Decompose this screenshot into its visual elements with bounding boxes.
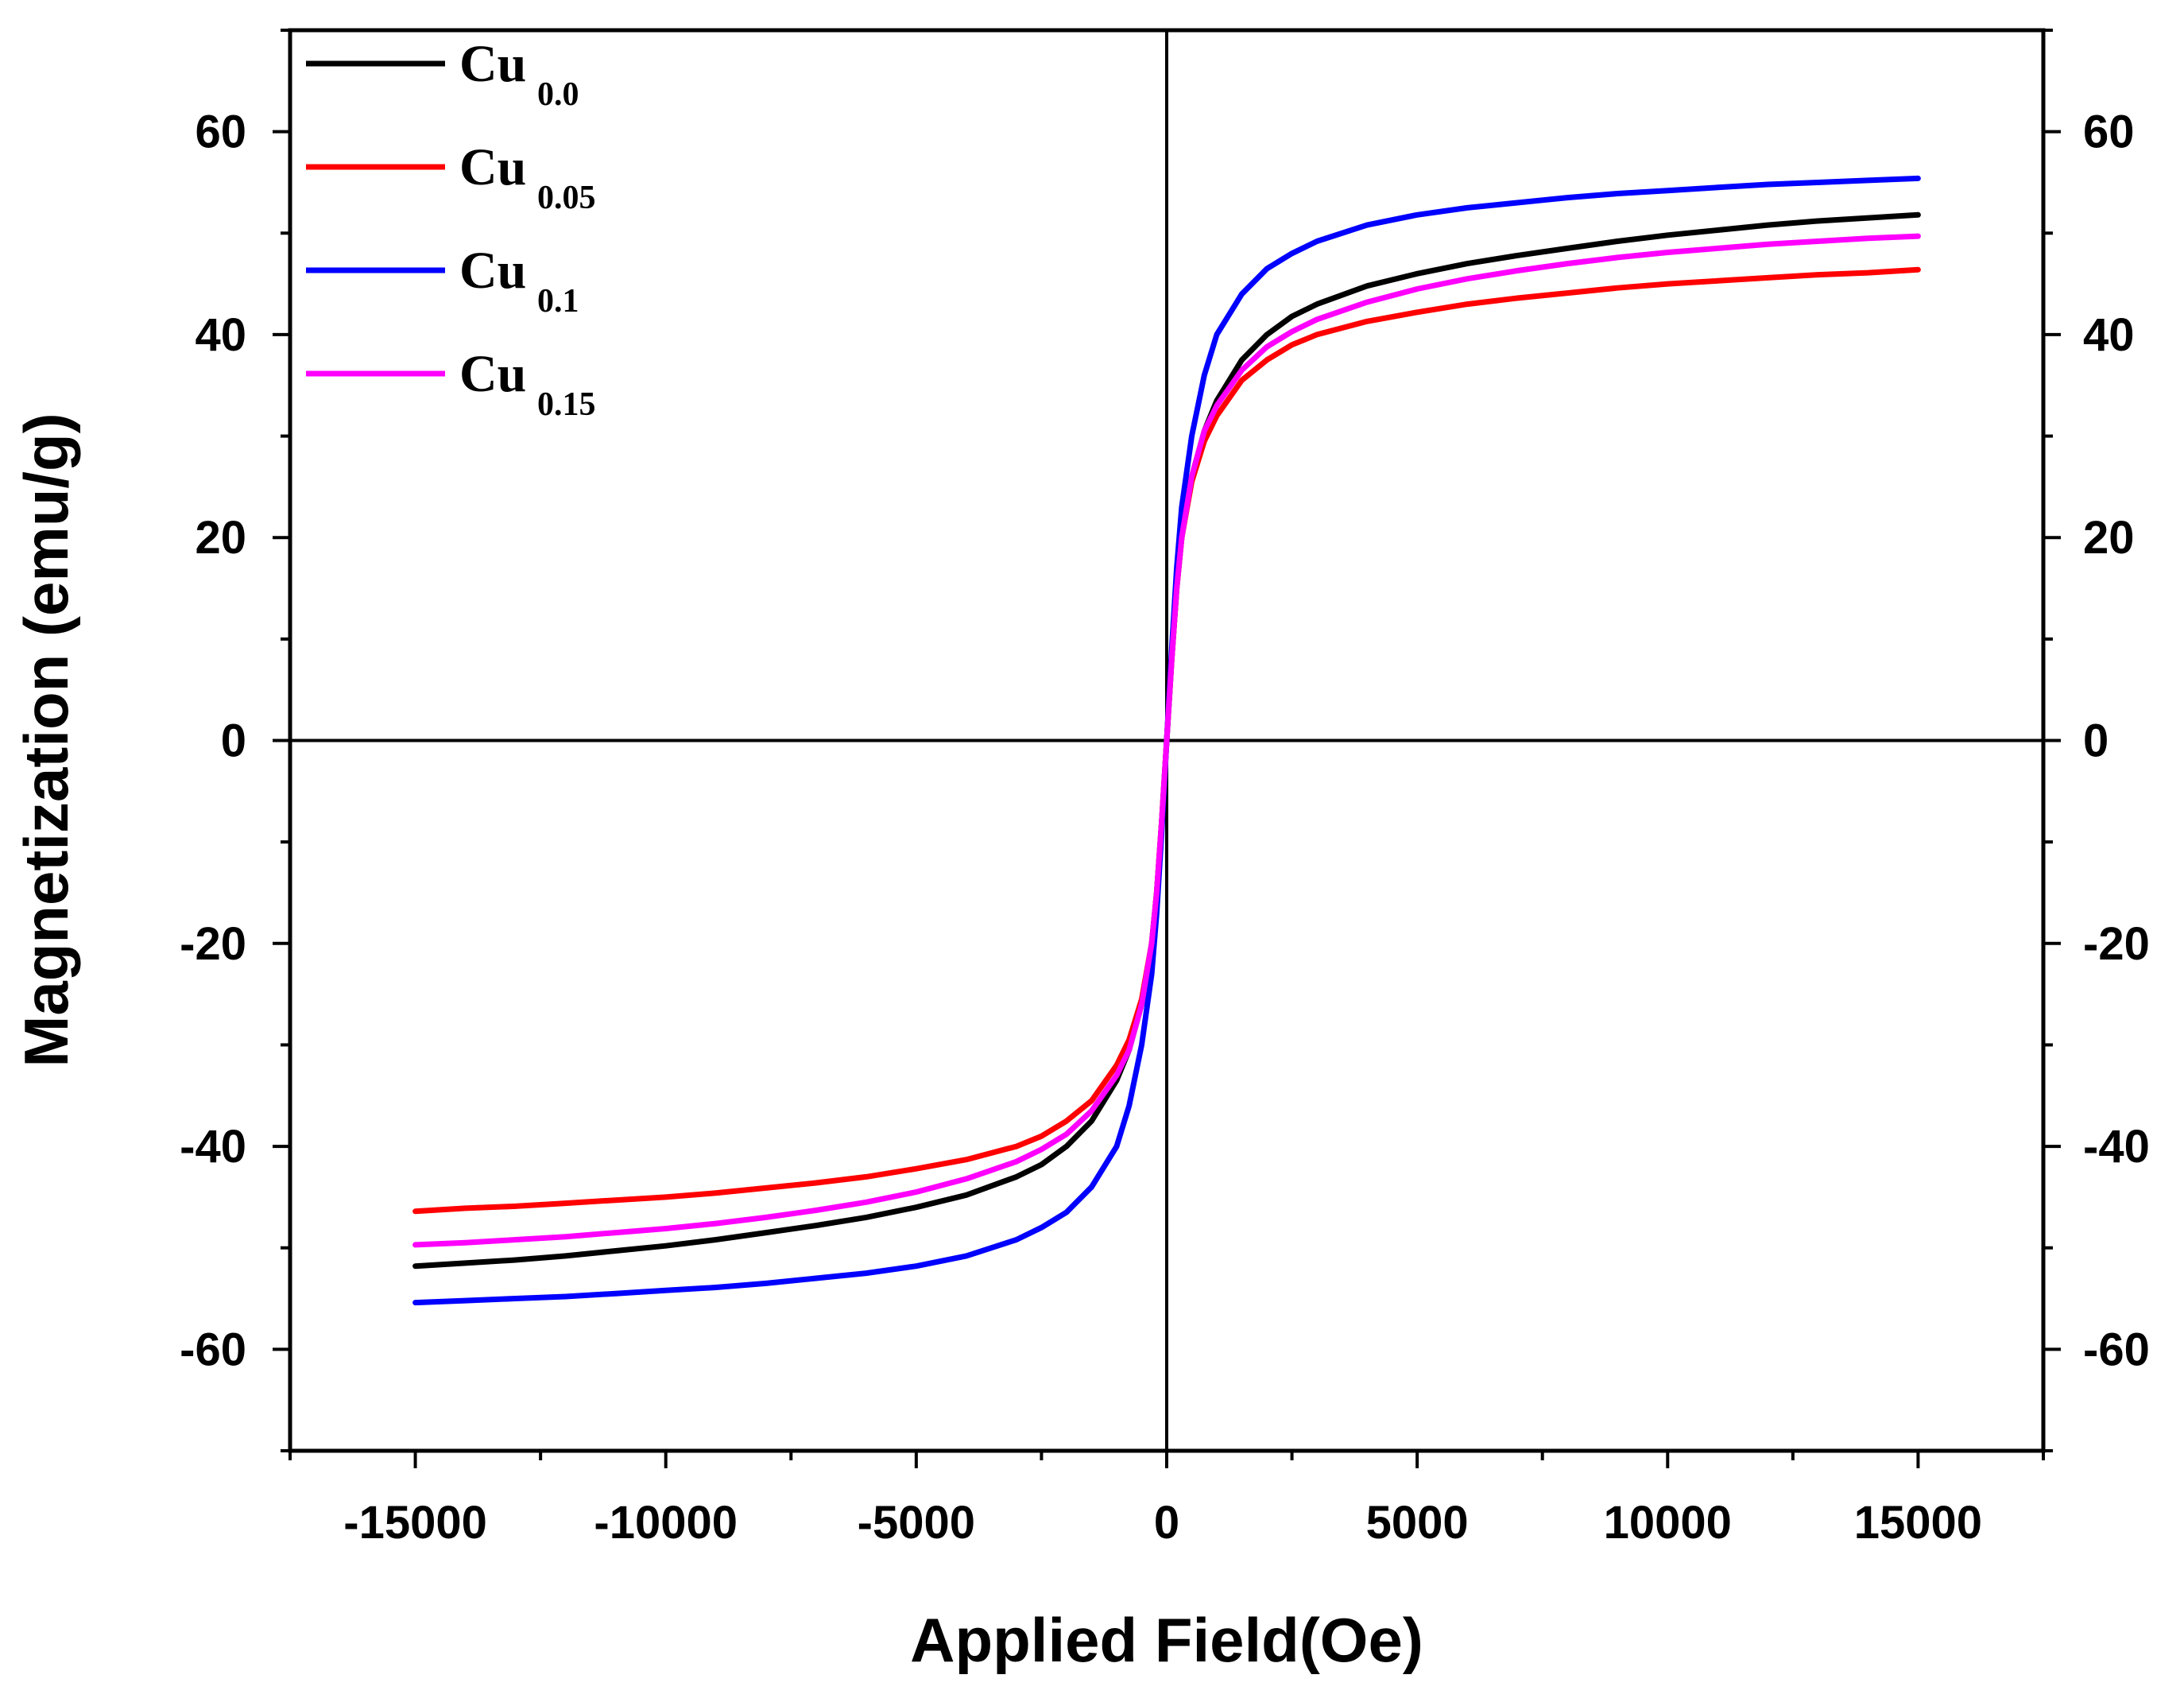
x-tick-label: -5000: [858, 1497, 975, 1549]
y-right-tick-label: -60: [2083, 1324, 2150, 1375]
legend-subscript: 0.1: [537, 283, 579, 320]
y-right-tick-label: -40: [2083, 1121, 2150, 1173]
x-tick-label: 10000: [1604, 1497, 1732, 1549]
y-left-tick-label: -20: [180, 918, 246, 970]
x-tick-label: 15000: [1854, 1497, 1982, 1549]
legend-subscript: 0.05: [537, 180, 596, 216]
y-right-tick-label: 40: [2083, 309, 2135, 361]
x-axis-title: Applied Field(Oe): [910, 1605, 1423, 1675]
series-line-0-15: [412, 233, 1921, 1248]
legend-label: Cu: [459, 242, 526, 300]
y-right-tick-label: -20: [2083, 918, 2150, 970]
y-left-tick-label: 40: [195, 309, 246, 361]
y-axis-title: Magnetization (emu/g): [11, 413, 81, 1067]
legend-label: Cu: [459, 345, 526, 403]
y-left-tick-label: 60: [195, 107, 246, 158]
y-left-tick-label: -60: [180, 1324, 246, 1375]
x-tick-label: 0: [1154, 1497, 1179, 1549]
legend-label: Cu: [459, 35, 526, 93]
y-right-tick-label: 60: [2083, 107, 2135, 158]
y-left-tick-label: 0: [221, 715, 246, 767]
legend-subscript: 0.0: [537, 76, 579, 113]
x-tick-label: 5000: [1366, 1497, 1469, 1549]
legend-label: Cu: [459, 138, 526, 196]
legend-subscript: 0.15: [537, 386, 596, 423]
x-tick-label: -15000: [343, 1497, 487, 1549]
y-left-tick-label: 20: [195, 512, 246, 564]
x-tick-label: -10000: [594, 1497, 738, 1549]
y-left-tick-label: -40: [180, 1121, 246, 1173]
y-right-tick-label: 20: [2083, 512, 2135, 564]
y-right-tick-label: 0: [2083, 715, 2108, 767]
